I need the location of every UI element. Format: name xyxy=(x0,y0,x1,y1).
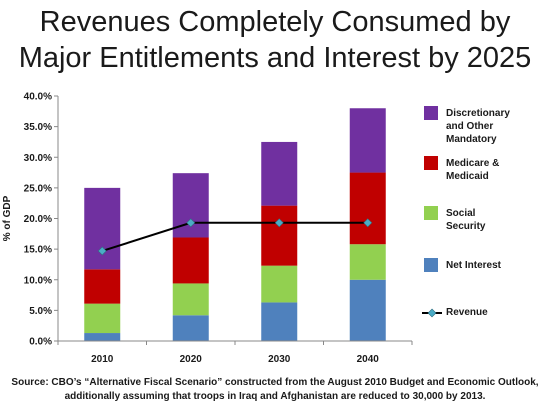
bar-net-interest-2010 xyxy=(84,333,121,341)
bar-discretionary-and-other-mandatory-2040 xyxy=(349,108,386,173)
bar-net-interest-2030 xyxy=(261,302,298,341)
y-tick-label: 0.0% xyxy=(29,337,52,348)
bar-social-security-2040 xyxy=(349,244,386,280)
revenue-line-layer xyxy=(97,218,373,256)
revenue-marker-2030 xyxy=(274,218,284,228)
y-tick-label: 25.0% xyxy=(24,183,52,194)
bar-medicare-medicaid-2020 xyxy=(172,237,209,284)
y-tick-label: 10.0% xyxy=(24,275,52,286)
bar-medicare-medicaid-2030 xyxy=(261,205,298,266)
chart-title-line-1: Revenues Completely Consumed by xyxy=(39,6,511,38)
y-tick-label: 15.0% xyxy=(24,245,52,256)
x-tick-label-2020: 2020 xyxy=(180,354,203,365)
legend-swatch-discretionary-and-other-mandatory xyxy=(424,106,438,120)
legend-marker-revenue xyxy=(427,308,437,318)
bar-net-interest-2020 xyxy=(172,315,209,341)
bar-social-security-2030 xyxy=(261,265,298,303)
y-tick-label: 5.0% xyxy=(29,306,52,317)
legend-swatch-social-security xyxy=(424,206,438,220)
legend-label-discretionary-and-other-mandatory: Mandatory xyxy=(446,134,497,145)
legend-label-medicare-medicaid: Medicaid xyxy=(446,171,489,182)
y-tick-label: 40.0% xyxy=(24,92,52,103)
legend-label-social-security: Security xyxy=(446,221,486,232)
legend-label-discretionary-and-other-mandatory: Discretionary xyxy=(446,108,510,119)
bar-social-security-2010 xyxy=(84,303,121,334)
legend-label-social-security: Social xyxy=(446,208,476,219)
revenue-marker-2010 xyxy=(97,246,107,256)
axes-layer: 0.0% 5.0% 10.0% 15.0% 20.0% 25.0% 30.0% 35.0% 40… xyxy=(2,92,413,365)
bar-net-interest-2040 xyxy=(349,279,386,341)
chart-title: Revenues Completely Consumed by Major En… xyxy=(0,4,550,76)
legend: Discretionary and Other Mandatory Medicare … xyxy=(422,106,510,318)
bar-discretionary-and-other-mandatory-2010 xyxy=(84,187,121,270)
bar-social-security-2020 xyxy=(172,283,209,316)
bar-discretionary-and-other-mandatory-2030 xyxy=(261,141,298,206)
chart-title-line-2: Major Entitlements and Interest by 2025 xyxy=(18,42,532,74)
bar-medicare-medicaid-2010 xyxy=(84,269,121,304)
revenue-marker-2040 xyxy=(363,218,373,228)
source-line-1: Source: CBO’s “Alternative Fiscal Scenar… xyxy=(11,377,539,388)
source-note: Source: CBO’s “Alternative Fiscal Scenar… xyxy=(0,376,550,404)
bar-medicare-medicaid-2040 xyxy=(349,172,386,245)
x-tick-label-2040: 2040 xyxy=(357,354,380,365)
revenue-line xyxy=(101,221,368,252)
legend-label-discretionary-and-other-mandatory: and Other xyxy=(446,121,493,132)
legend-label-net-interest: Net Interest xyxy=(446,260,502,271)
legend-label-revenue: Revenue xyxy=(446,307,488,318)
y-tick-label: 35.0% xyxy=(24,122,52,133)
source-line-2: additionally assuming that troops in Ira… xyxy=(64,391,486,402)
bar-layer xyxy=(84,108,386,341)
legend-label-medicare-medicaid: Medicare & xyxy=(446,158,499,169)
y-tick-label: 20.0% xyxy=(24,214,52,225)
x-tick-label-2010: 2010 xyxy=(91,354,114,365)
legend-swatch-medicare-medicaid xyxy=(424,156,438,170)
revenue-marker-2020 xyxy=(186,218,196,228)
x-tick-label-2030: 2030 xyxy=(268,354,291,365)
y-tick-label: 30.0% xyxy=(24,153,52,164)
legend-swatch-net-interest xyxy=(424,258,438,272)
y-axis-title: % of GDP xyxy=(2,195,13,241)
